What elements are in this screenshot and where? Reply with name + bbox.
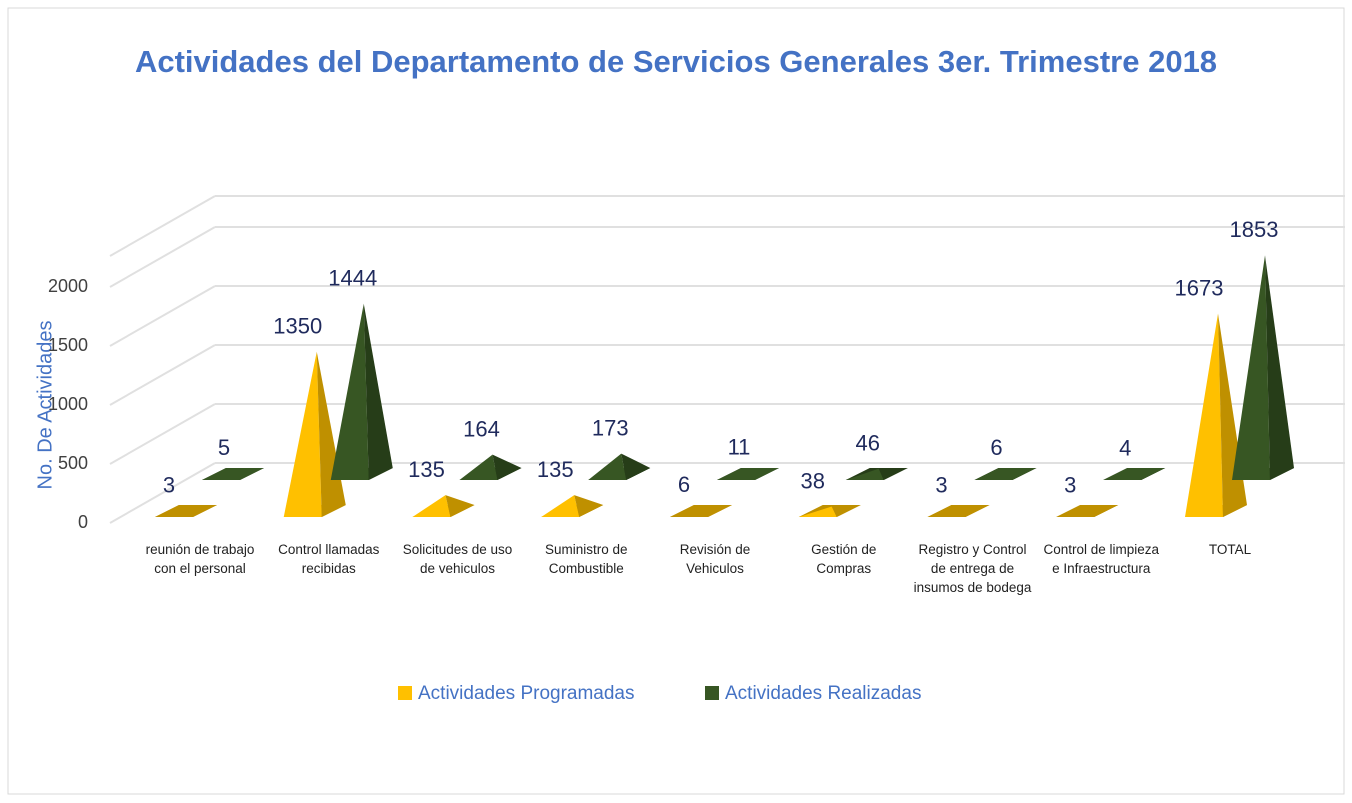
pyramid-front (330, 303, 369, 480)
value-label: 3 (935, 472, 947, 497)
x-tick-label: Registro y Control de entrega de insumos… (913, 542, 1032, 595)
pyramid-side (1265, 255, 1294, 480)
value-label: 3 (1064, 472, 1076, 497)
x-tick-label: Gestión de Compras (811, 542, 877, 576)
value-label: 6 (990, 435, 1002, 460)
value-label: 4 (1119, 435, 1131, 460)
value-label: 3 (163, 472, 175, 497)
chart-border (7, 7, 1345, 795)
pyramid-top (155, 505, 217, 517)
chart-title: Actividades del Departamento de Servicio… (134, 44, 1218, 79)
x-tick-label: Control llamadas recibidas (278, 542, 380, 576)
pyramid-front (588, 453, 627, 480)
grid-line-side (109, 285, 216, 347)
pyramid (155, 505, 217, 517)
pyramid-top (670, 505, 732, 517)
pyramid (670, 505, 732, 517)
y-tick-label: 1500 (48, 335, 88, 355)
legend-label: Actividades Programadas (418, 683, 635, 704)
pyramid-front (798, 506, 837, 517)
legend-swatch (398, 686, 412, 700)
value-label: 164 (463, 416, 500, 441)
value-label: 1853 (1230, 217, 1279, 242)
pyramid (974, 468, 1037, 480)
x-tick-label: Suministro de Combustible (544, 542, 628, 576)
grid-line-side (109, 226, 216, 288)
y-tick-label: 1000 (48, 394, 88, 414)
value-label: 135 (408, 457, 445, 482)
pyramid-front (1232, 255, 1270, 480)
pyramid-side (831, 505, 861, 517)
x-tick-label: TOTAL (1208, 542, 1252, 557)
grid-line-side (109, 344, 216, 406)
x-tick-label: Revisión de Vehiculos (679, 542, 751, 576)
pyramid-front (412, 495, 451, 517)
pyramid (717, 468, 779, 480)
value-label: 173 (592, 415, 629, 440)
value-label: 5 (218, 435, 230, 460)
value-label: 46 (856, 430, 880, 455)
pyramid (927, 505, 990, 517)
pyramid (541, 495, 604, 517)
value-label: 1673 (1175, 275, 1224, 300)
x-tick-label: Control de limpieza e Infraestructura (1043, 542, 1160, 576)
pyramid-front (541, 495, 580, 517)
pyramid-top (974, 468, 1037, 480)
pyramid-top (1056, 505, 1119, 517)
pyramid (202, 468, 264, 480)
x-tick-label: Solicitudes de uso de vehiculos (402, 542, 513, 576)
legend-swatch (705, 686, 719, 700)
value-label: 135 (537, 457, 574, 482)
pyramid (330, 303, 393, 480)
pyramid (1232, 255, 1294, 480)
grid-line-side (109, 462, 216, 524)
pyramid-front (459, 454, 498, 480)
pyramid-side (492, 454, 522, 480)
pyramid-side (878, 468, 908, 480)
pyramid (845, 468, 908, 480)
pyramid-side (574, 495, 604, 517)
legend-label: Actividades Realizadas (725, 683, 921, 704)
value-label: 11 (728, 435, 751, 460)
value-label: 38 (801, 468, 825, 493)
pyramid-side (621, 453, 651, 480)
y-tick-label: 2000 (48, 276, 88, 296)
pyramid-top (202, 468, 264, 480)
pyramid (459, 454, 522, 480)
pyramid (1103, 468, 1166, 480)
y-tick-label: 0 (78, 512, 88, 532)
y-tick-label: 500 (58, 453, 88, 473)
grid-top-side (109, 195, 216, 257)
pyramid-front (845, 468, 884, 480)
pyramid (798, 505, 861, 517)
pyramid (412, 495, 475, 517)
pyramid-front (1185, 313, 1223, 517)
pyramid-side (363, 303, 393, 480)
pyramid (1056, 505, 1119, 517)
pyramid-side (445, 495, 475, 517)
value-label: 1444 (328, 265, 377, 290)
value-label: 1350 (273, 314, 322, 339)
pyramid-top (927, 505, 990, 517)
pyramid-top (1103, 468, 1166, 480)
pyramid-front (283, 351, 322, 517)
value-label: 6 (678, 472, 690, 497)
y-axis-label: No. De Actividades (34, 321, 56, 490)
grid-line-side (109, 403, 216, 465)
pyramid-top (717, 468, 779, 480)
pyramid (588, 453, 651, 480)
x-tick-label: reunión de trabajo con el personal (145, 542, 255, 576)
